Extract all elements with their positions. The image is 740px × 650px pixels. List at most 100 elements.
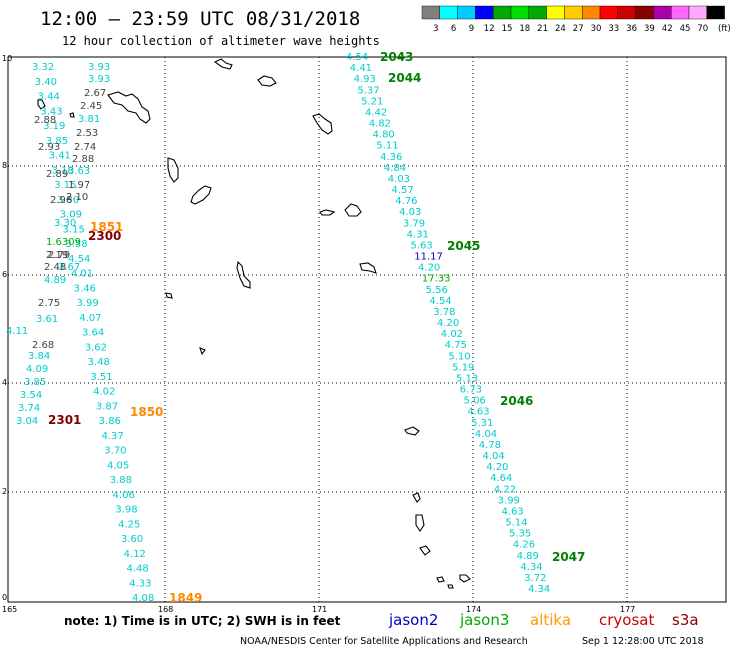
colorbar-cell xyxy=(671,5,690,20)
wave-height-label: 2.93 xyxy=(38,142,60,153)
pass-time-labels: 2043 2044 2045 2046 2047 1851 2300 1850 … xyxy=(48,50,585,605)
wave-height-label: 4.11 xyxy=(6,326,28,337)
west-track-labels: 3.323.403.443.433.193.853.413.183.153.30… xyxy=(32,62,154,604)
wave-height-label: 2.48 xyxy=(44,262,66,273)
colorbar-label: 15 xyxy=(502,24,513,34)
wave-height-label: 4.06 xyxy=(113,490,135,501)
colorbar-cell xyxy=(688,5,707,20)
wave-height-label: 3.62 xyxy=(85,342,107,353)
y-tick-label: 6 xyxy=(2,270,7,279)
wave-height-label: 2.45 xyxy=(80,101,102,112)
wave-height-label: 4.48 xyxy=(126,564,148,575)
wave-height-label: 3.74 xyxy=(18,403,40,414)
overlap-label: 1.6309 xyxy=(46,237,81,248)
wave-height-label: 5.21 xyxy=(361,96,383,107)
wave-height-label: 3.58 xyxy=(65,239,87,250)
wave-height-label: 3.78 xyxy=(433,307,455,318)
wave-height-label: 3.54 xyxy=(20,390,42,401)
wave-height-label: 2.96 xyxy=(50,195,72,206)
wave-height-label: 3.99 xyxy=(76,298,98,309)
wave-height-label: 3.41 xyxy=(49,151,71,162)
colorbar-label: 3 xyxy=(433,24,438,34)
wave-height-label: 3.88 xyxy=(110,475,132,486)
wave-height-label: 3.15 xyxy=(63,224,85,235)
colorbar-label: 33 xyxy=(608,24,619,34)
wave-height-label: 5.14 xyxy=(505,518,527,529)
wave-height-label: 5.56 xyxy=(426,285,448,296)
colorbar-cell xyxy=(706,5,725,20)
wave-height-label: 5.63 xyxy=(410,240,432,251)
x-tick-label: 171 xyxy=(312,605,327,614)
wave-height-label: 5.11 xyxy=(376,141,398,152)
colorbar-unit: (ft) xyxy=(718,24,731,34)
x-tick-label: 168 xyxy=(158,605,173,614)
overlap-label: 4.89 xyxy=(44,275,66,286)
colorbar-cell xyxy=(439,5,458,20)
y-tick-label: 10 xyxy=(2,54,12,63)
wave-height-label: 3.98 xyxy=(115,505,137,516)
wave-height-label: 3.48 xyxy=(88,357,110,368)
wave-height-label: 4.93 xyxy=(354,74,376,85)
pass-time: 2044 xyxy=(388,71,421,85)
colorbar-cell xyxy=(493,5,512,20)
colorbar-label: 24 xyxy=(555,24,566,34)
wave-height-label: 4.04 xyxy=(475,429,497,440)
wave-height-label: 3.64 xyxy=(82,328,104,339)
wave-height-label: 2.67 xyxy=(84,88,106,99)
grid-lines xyxy=(8,57,726,602)
pass-time: 2043 xyxy=(380,50,413,64)
wave-height-label: 4.76 xyxy=(395,196,417,207)
wave-height-label: 3.19 xyxy=(43,121,65,132)
wave-height-label: 3.81 xyxy=(78,114,100,125)
wave-height-label: 2.79 xyxy=(48,250,70,261)
colorbar-label: 36 xyxy=(626,24,637,34)
footer-timestamp: Sep 1 12:28:00 UTC 2018 xyxy=(582,636,704,647)
colorbar-cell xyxy=(546,5,565,20)
wave-height-label: 3.61 xyxy=(36,314,58,325)
wave-height-label: 2.88 xyxy=(72,154,94,165)
legend-altika: altika xyxy=(530,611,571,629)
x-tick-label: 177 xyxy=(620,605,635,614)
wave-height-label: 17.33 xyxy=(422,274,451,285)
wave-height-label: 11.17 xyxy=(414,252,443,263)
wave-height-label: 4.57 xyxy=(392,185,414,196)
wave-height-label: 4.20 xyxy=(418,263,440,274)
colorbar-cell xyxy=(528,5,547,20)
map-subtitle: 12 hour collection of altimeter wave hei… xyxy=(62,34,380,48)
wave-height-label: 4.02 xyxy=(93,387,115,398)
wave-height-label: 4.42 xyxy=(365,107,387,118)
colorbar-cell xyxy=(564,5,583,20)
wave-height-label: 4.31 xyxy=(407,229,429,240)
wave-height-label: 1.97 xyxy=(68,180,90,191)
wave-height-label: 5.19 xyxy=(452,362,474,373)
wave-height-label: 3.15 xyxy=(54,180,76,191)
wave-height-label: 3.51 xyxy=(90,372,112,383)
wave-height-label: 3.04 xyxy=(16,416,38,427)
legend-note: note: 1) Time is in UTC; 2) SWH is in fe… xyxy=(64,614,341,628)
wave-height-label: 4.33 xyxy=(129,578,151,589)
y-axis-ticks: 0 2 4 6 8 10 xyxy=(2,54,12,602)
colorbar-cell xyxy=(457,5,476,20)
wave-height-label: 3.18 xyxy=(51,165,73,176)
wave-height-label: 4.20 xyxy=(437,318,459,329)
wave-height-label: 4.03 xyxy=(399,207,421,218)
wave-height-label: 2.88 xyxy=(34,115,56,126)
wave-height-label: 4.89 xyxy=(517,551,539,562)
x-axis-ticks: 165 168 171 174 177 xyxy=(2,605,635,614)
colorbar-cell xyxy=(635,5,654,20)
colorbar-label: 27 xyxy=(573,24,584,34)
colorbar-label: 39 xyxy=(644,24,655,34)
overlap-labels: 1.6309 2.19 4.89 3.30 xyxy=(44,218,81,286)
y-tick-label: 0 xyxy=(2,593,7,602)
wave-height-label: 6.73 xyxy=(460,385,482,396)
colorbar-label: 21 xyxy=(537,24,548,34)
y-tick-label: 8 xyxy=(2,161,7,170)
colorbar-label: 18 xyxy=(519,24,530,34)
wave-height-label: 3.30 xyxy=(57,195,79,206)
wave-height-label: 4.64 xyxy=(490,473,512,484)
wave-height-label: 3.85 xyxy=(24,377,46,388)
wave-height-label: 4.26 xyxy=(513,540,535,551)
legend-jason3: jason3 xyxy=(459,611,509,629)
colorbar-label: 9 xyxy=(469,24,474,34)
